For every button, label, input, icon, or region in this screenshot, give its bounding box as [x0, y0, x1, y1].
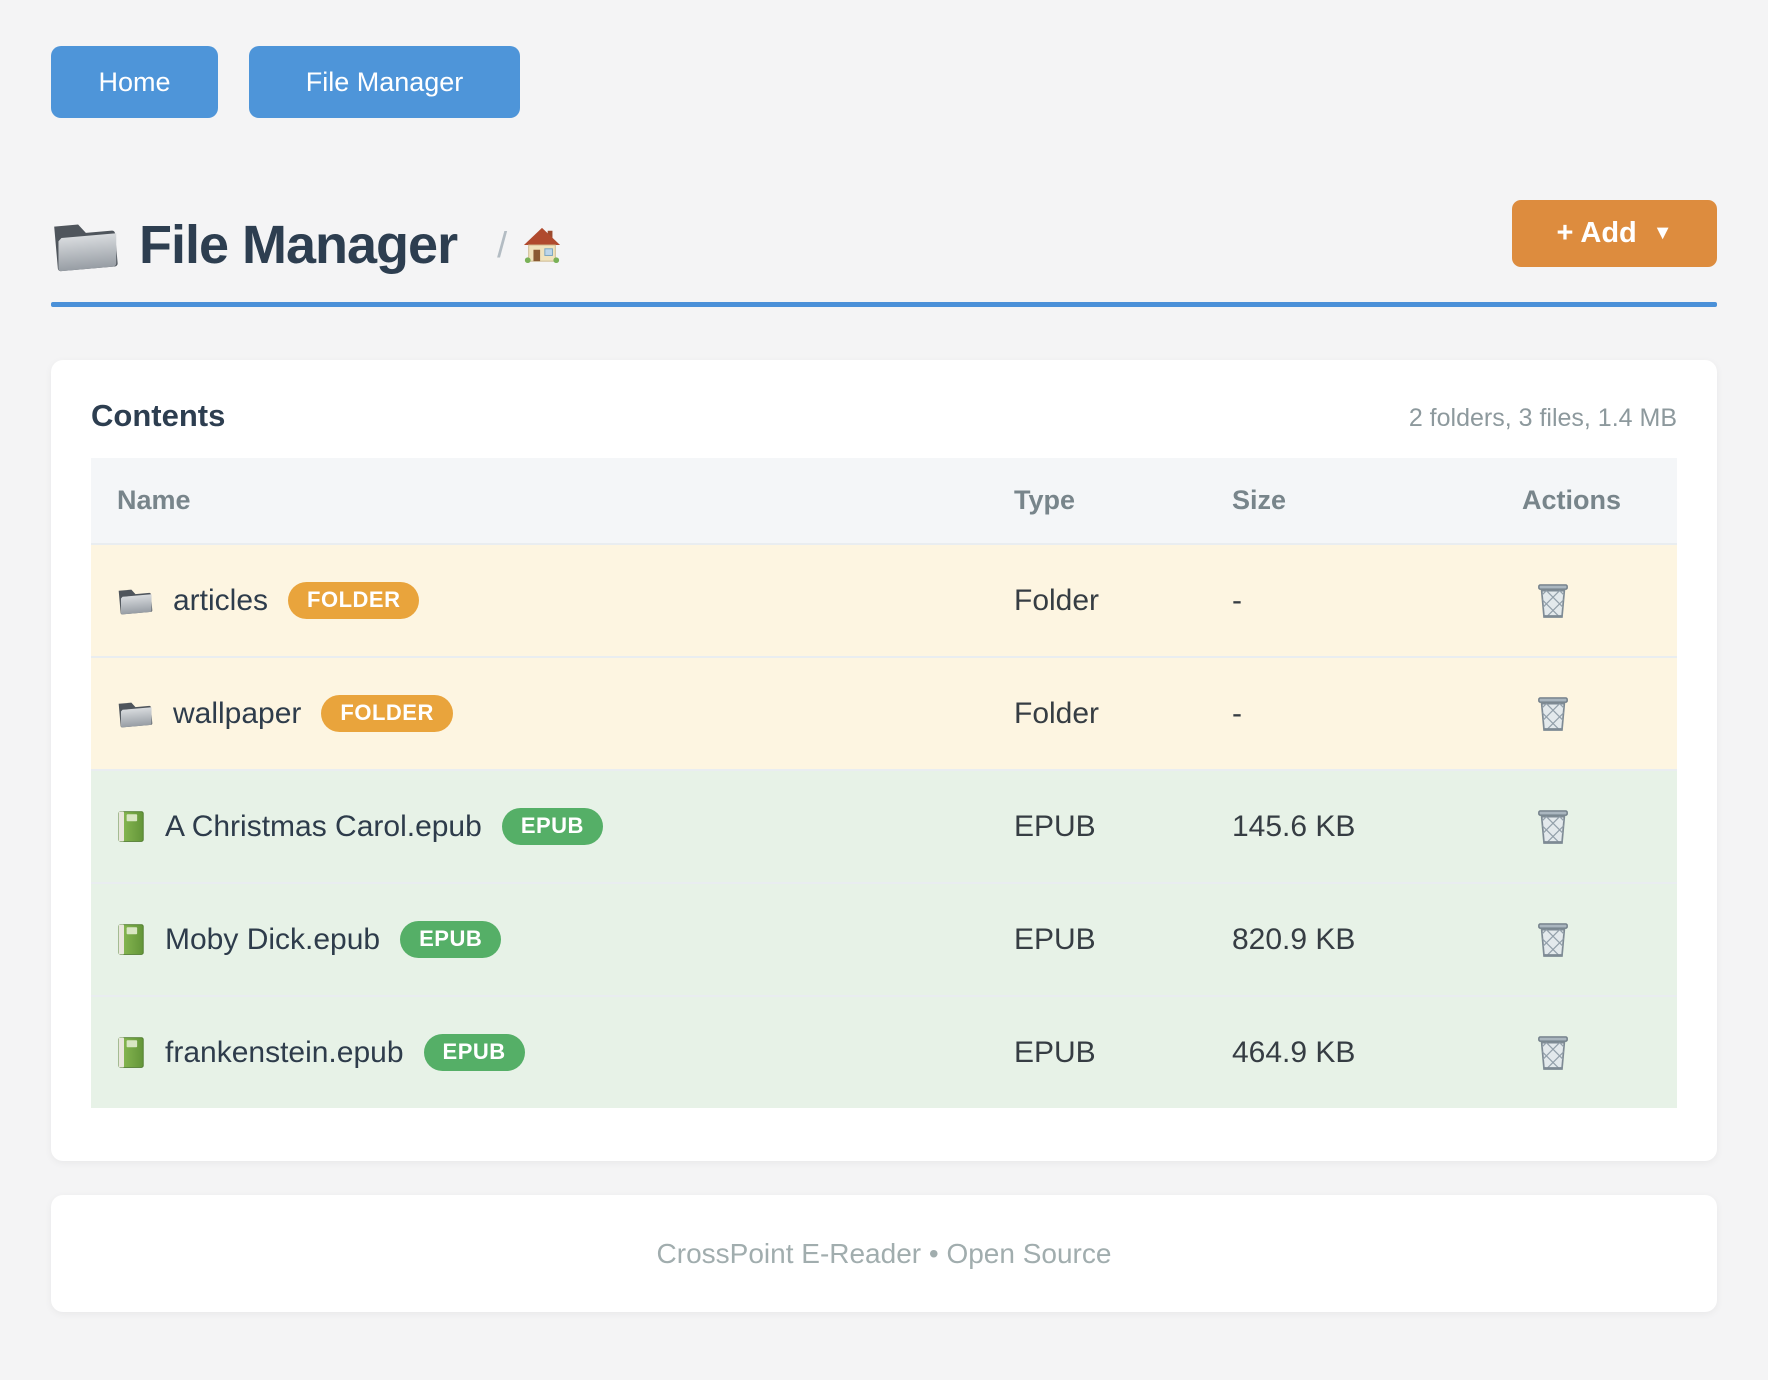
- file-manager-button[interactable]: File Manager: [249, 46, 520, 118]
- book-icon: [117, 922, 145, 957]
- contents-summary: 2 folders, 3 files, 1.4 MB: [1409, 404, 1677, 433]
- type-cell: EPUB: [1014, 810, 1232, 844]
- trash-icon: [1536, 695, 1570, 733]
- title-group: File Manager /: [51, 214, 1512, 276]
- footer-text: CrossPoint E-Reader • Open Source: [657, 1238, 1112, 1270]
- book-icon: [117, 809, 145, 844]
- file-name[interactable]: frankenstein.epub: [165, 1036, 404, 1070]
- title-divider: [51, 302, 1717, 307]
- type-cell: Folder: [1014, 584, 1232, 618]
- actions-cell: [1522, 582, 1677, 620]
- contents-header: Contents 2 folders, 3 files, 1.4 MB: [91, 398, 1677, 434]
- file-table: Name Type Size Actions: [91, 458, 1677, 1108]
- trash-icon: [1536, 582, 1570, 620]
- trash-icon: [1536, 808, 1570, 846]
- name-cell: wallpaper FOLDER: [91, 695, 1014, 731]
- caret-down-icon: ▼: [1653, 222, 1673, 245]
- row-badge: FOLDER: [321, 695, 452, 731]
- delete-button[interactable]: [1522, 808, 1570, 846]
- file-name[interactable]: Moby Dick.epub: [165, 923, 380, 957]
- column-header-type: Type: [1014, 485, 1232, 516]
- table-row: frankenstein.epub EPUB EPUB 464.9 KB: [91, 995, 1677, 1108]
- column-header-actions: Actions: [1522, 485, 1677, 516]
- book-icon: [117, 1035, 145, 1070]
- row-badge: EPUB: [400, 921, 501, 957]
- type-cell: Folder: [1014, 697, 1232, 731]
- contents-heading: Contents: [91, 398, 225, 434]
- type-cell: EPUB: [1014, 923, 1232, 957]
- table-body: articles FOLDER Folder -: [91, 543, 1677, 1108]
- size-cell: -: [1232, 697, 1522, 731]
- size-cell: 820.9 KB: [1232, 923, 1522, 957]
- top-nav: Home File Manager: [51, 46, 1717, 118]
- size-cell: -: [1232, 584, 1522, 618]
- column-header-name: Name: [91, 485, 1014, 516]
- file-name[interactable]: A Christmas Carol.epub: [165, 810, 482, 844]
- table-row: Moby Dick.epub EPUB EPUB 820.9 KB: [91, 882, 1677, 995]
- page-title: File Manager: [139, 214, 457, 276]
- add-button-label: + Add: [1556, 217, 1636, 250]
- name-cell: articles FOLDER: [91, 582, 1014, 618]
- folder-icon: [117, 585, 153, 616]
- delete-button[interactable]: [1522, 582, 1570, 620]
- trash-icon: [1536, 1034, 1570, 1072]
- column-header-size: Size: [1232, 485, 1522, 516]
- file-name[interactable]: wallpaper: [173, 697, 301, 731]
- row-badge: FOLDER: [288, 582, 419, 618]
- actions-cell: [1522, 1034, 1677, 1072]
- row-badge: EPUB: [424, 1034, 525, 1070]
- add-button[interactable]: + Add ▼: [1512, 200, 1717, 267]
- contents-card: Contents 2 folders, 3 files, 1.4 MB Name…: [51, 360, 1717, 1161]
- table-header: Name Type Size Actions: [91, 458, 1677, 543]
- folder-icon: [117, 698, 153, 729]
- footer-card: CrossPoint E-Reader • Open Source: [51, 1195, 1717, 1312]
- name-cell: A Christmas Carol.epub EPUB: [91, 808, 1014, 844]
- table-row: A Christmas Carol.epub EPUB EPUB 145.6 K…: [91, 769, 1677, 882]
- size-cell: 145.6 KB: [1232, 810, 1522, 844]
- home-icon[interactable]: [523, 226, 561, 264]
- size-cell: 464.9 KB: [1232, 1036, 1522, 1070]
- page: Home File Manager File Manager /: [0, 0, 1768, 1380]
- delete-button[interactable]: [1522, 921, 1570, 959]
- table-row: articles FOLDER Folder -: [91, 543, 1677, 656]
- file-name[interactable]: articles: [173, 584, 268, 618]
- name-cell: Moby Dick.epub EPUB: [91, 921, 1014, 957]
- row-badge: EPUB: [502, 808, 603, 844]
- trash-icon: [1536, 921, 1570, 959]
- actions-cell: [1522, 921, 1677, 959]
- breadcrumb-separator: /: [497, 224, 507, 266]
- type-cell: EPUB: [1014, 1036, 1232, 1070]
- home-button[interactable]: Home: [51, 46, 218, 118]
- title-row: File Manager / + Add ▼: [51, 214, 1717, 276]
- folder-icon: [51, 216, 119, 274]
- delete-button[interactable]: [1522, 1034, 1570, 1072]
- table-row: wallpaper FOLDER Folder -: [91, 656, 1677, 769]
- name-cell: frankenstein.epub EPUB: [91, 1034, 1014, 1070]
- delete-button[interactable]: [1522, 695, 1570, 733]
- actions-cell: [1522, 695, 1677, 733]
- actions-cell: [1522, 808, 1677, 846]
